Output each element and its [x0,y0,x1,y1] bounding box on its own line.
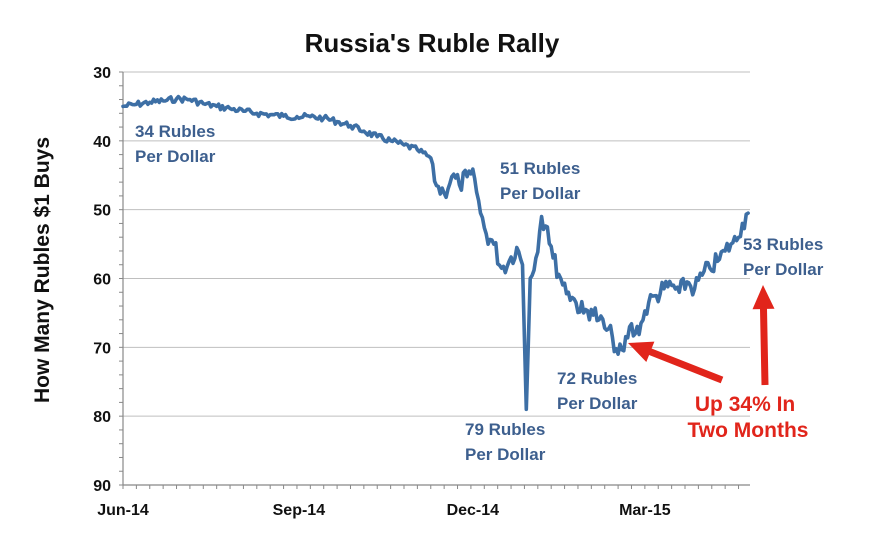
chart-title: Russia's Ruble Rally [305,28,560,58]
x-tick-Dec-14: Dec-14 [447,502,500,519]
annotation-51: 51 Rubles Per Dollar [500,159,585,203]
axes [119,71,750,489]
arrow-to-low-icon [628,341,724,384]
annotation-79: 79 Rubles Per Dollar [465,420,550,464]
y-tick-30: 30 [93,65,111,82]
x-tick-Sep-14: Sep-14 [273,502,326,519]
callout-arrows [628,285,775,386]
callout-text: Up 34% In Two Months [688,393,809,442]
annotation-34: 34 Rubles Per Dollar [135,122,220,166]
y-tick-labels: 30 40 50 60 70 80 90 [93,65,111,495]
x-tick-Jun-14: Jun-14 [97,502,149,519]
annotations: 34 Rubles Per Dollar 51 Rubles Per Dolla… [135,122,828,464]
y-tick-80: 80 [93,409,111,426]
y-axis-label: How Many Rubles $1 Buys [31,137,54,403]
gridlines [123,71,750,417]
x-tick-Mar-15: Mar-15 [619,502,671,519]
series-layer [121,94,750,412]
annotation-72: 72 Rubles Per Dollar [557,369,642,413]
y-tick-90: 90 [93,478,111,495]
annotation-53: 53 Rubles Per Dollar [743,235,828,279]
series-line-ruble [121,94,750,412]
arrow-to-latest-icon [752,285,775,386]
y-tick-70: 70 [93,340,111,357]
y-tick-40: 40 [93,134,111,151]
y-tick-50: 50 [93,203,111,220]
y-tick-60: 60 [93,272,111,289]
x-tick-labels: Jun-14 Sep-14 Dec-14 Mar-15 [97,502,671,519]
